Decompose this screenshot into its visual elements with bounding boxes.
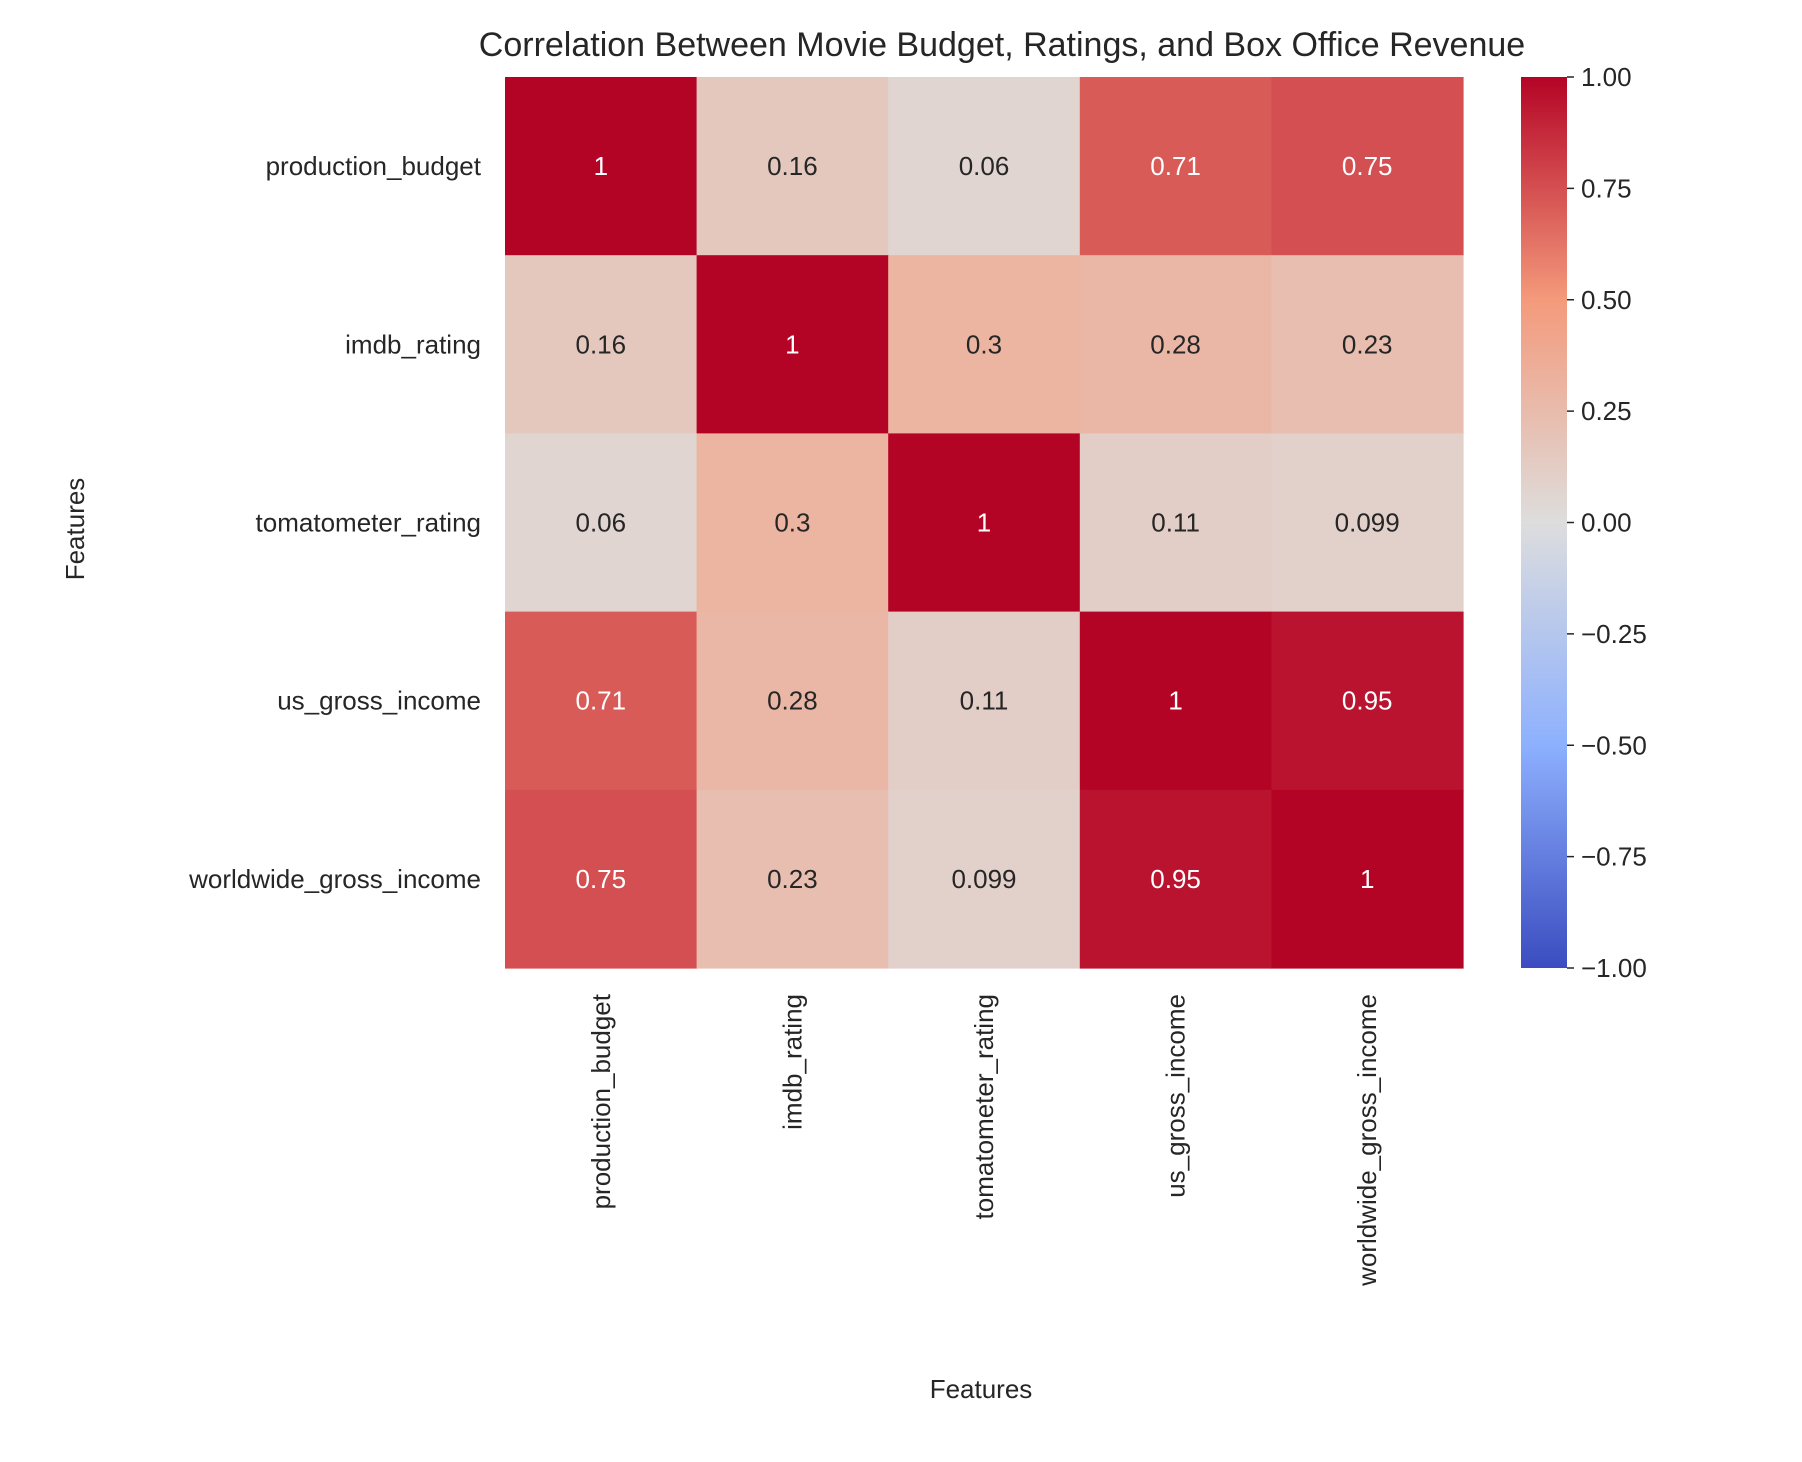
heatmap-cell — [505, 433, 698, 613]
heatmap-cell — [888, 611, 1081, 791]
cell-annotation: 1 — [594, 151, 608, 181]
colorbar-tick-label: −1.00 — [1581, 953, 1647, 983]
cell-annotation: 0.95 — [1150, 864, 1201, 894]
heatmap-cell — [1271, 77, 1464, 256]
colorbar-tick-label: 0.75 — [1581, 173, 1632, 203]
heatmap-cell — [1079, 433, 1272, 613]
y-tick-label: worldwide_gross_income — [188, 864, 481, 894]
y-axis-tick-labels: production_budget imdb_rating tomatometer_… — [188, 151, 482, 894]
chart-title: Correlation Between Movie Budget, Rating… — [479, 26, 1525, 64]
heatmap-cell — [1271, 433, 1464, 613]
colorbar-tick-label: 0.00 — [1581, 508, 1632, 538]
cell-annotation: 0.28 — [1150, 329, 1201, 359]
y-tick-label: us_gross_income — [277, 686, 481, 716]
cell-annotation: 0.71 — [575, 686, 626, 716]
cell-annotation: 0.099 — [951, 864, 1016, 894]
heatmap-cell — [1079, 77, 1272, 256]
cell-annotation: 0.75 — [575, 864, 626, 894]
cell-annotation: 0.11 — [960, 686, 1009, 716]
heatmap-cell — [696, 611, 889, 791]
heatmap-cell — [505, 255, 698, 434]
colorbar-tick-label: −0.75 — [1581, 842, 1647, 872]
x-tick-label: imdb_rating — [777, 994, 807, 1130]
colorbar-tick-label: −0.25 — [1581, 619, 1647, 649]
colorbar-tick-label: 1.00 — [1581, 62, 1632, 92]
cell-annotation: 0.06 — [575, 508, 626, 538]
cell-annotation: 0.3 — [774, 508, 810, 538]
x-tick-label: tomatometer_rating — [969, 994, 999, 1219]
x-axis-tick-labels: production_budget imdb_rating tomatometer_… — [586, 993, 1382, 1287]
heatmap-cell — [696, 77, 889, 256]
x-tick-label: production_budget — [586, 993, 616, 1209]
cell-annotation: 1 — [1168, 686, 1182, 716]
heatmap-cell — [888, 433, 1081, 613]
heatmap-cells — [505, 77, 1464, 969]
y-tick-label: tomatometer_rating — [256, 508, 481, 538]
heatmap-cell — [505, 611, 698, 791]
cell-annotation: 0.71 — [1150, 151, 1201, 181]
heatmap-cell — [888, 789, 1081, 969]
colorbar-tick-label: 0.25 — [1581, 396, 1632, 426]
cell-annotation: 0.099 — [1335, 508, 1400, 538]
y-axis-label: Features — [60, 478, 90, 581]
cell-annotation: 1 — [1360, 864, 1374, 894]
heatmap-cell — [1271, 789, 1464, 969]
cell-annotation: 0.16 — [767, 151, 818, 181]
heatmap-cell — [696, 789, 889, 969]
heatmap-cell — [696, 255, 889, 434]
x-axis-label: Features — [930, 1374, 1033, 1404]
heatmap-cell — [505, 789, 698, 969]
heatmap-cell — [1079, 611, 1272, 791]
heatmap-cell — [1079, 789, 1272, 969]
heatmap-cell — [1079, 255, 1272, 434]
cell-annotation: 0.95 — [1342, 686, 1393, 716]
colorbar — [1521, 77, 1567, 968]
cell-annotation: 0.28 — [767, 686, 818, 716]
heatmap-cell — [1271, 255, 1464, 434]
cell-annotation: 0.3 — [966, 329, 1002, 359]
x-tick-label: us_gross_income — [1161, 994, 1191, 1198]
y-tick-label: imdb_rating — [345, 329, 481, 359]
cell-annotation: 0.23 — [1342, 329, 1393, 359]
heatmap-cell — [888, 77, 1081, 256]
cell-annotation: 0.16 — [575, 329, 626, 359]
cell-annotation: 0.06 — [959, 151, 1010, 181]
cell-annotation: 0.75 — [1342, 151, 1393, 181]
cell-annotations: 1 0.16 0.06 0.71 0.75 0.16 1 0.3 0.28 0.23 0.06 0.3… — [575, 151, 1399, 894]
x-tick-label: worldwide_gross_income — [1352, 994, 1382, 1287]
colorbar-tick-label: 0.50 — [1581, 285, 1632, 315]
cell-annotation: 0.11 — [1151, 508, 1200, 538]
cell-annotation: 0.23 — [767, 864, 818, 894]
heatmap-cell — [1271, 611, 1464, 791]
heatmap-cell — [696, 433, 889, 613]
y-tick-label: production_budget — [266, 151, 482, 181]
colorbar-ticks: 1.00 0.75 0.50 0.25 0.00 −0.25 −0.50 −0.75 −1.00 — [1567, 62, 1647, 983]
cell-annotation: 1 — [785, 329, 799, 359]
heatmap-cell — [888, 255, 1081, 434]
cell-annotation: 1 — [977, 508, 991, 538]
heatmap-cell — [505, 77, 698, 256]
colorbar-tick-label: −0.50 — [1581, 730, 1647, 760]
